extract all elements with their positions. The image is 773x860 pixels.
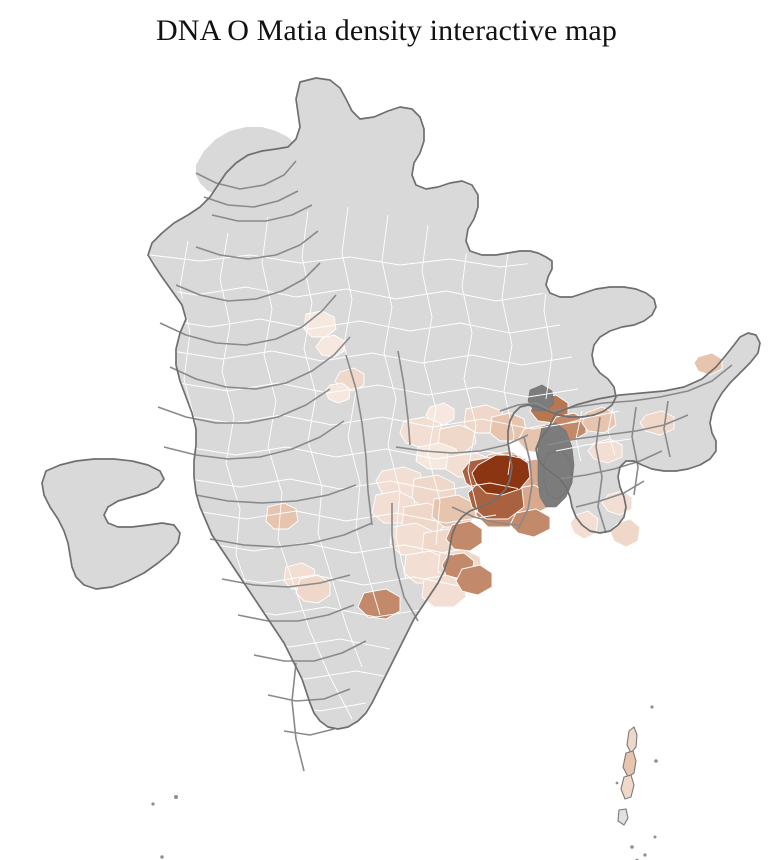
island-speck bbox=[650, 705, 654, 709]
island-speck bbox=[653, 835, 657, 839]
kashmir-shape bbox=[196, 127, 296, 195]
gujarat-shape bbox=[42, 459, 180, 589]
island-speck bbox=[630, 845, 634, 849]
india-choropleth-svg[interactable] bbox=[0, 55, 773, 860]
island-speck bbox=[151, 802, 155, 806]
lakshadweep-islands[interactable] bbox=[151, 795, 178, 859]
district-choro-level1[interactable] bbox=[570, 511, 598, 539]
island-middle-andaman[interactable] bbox=[622, 750, 637, 778]
island-little-andaman[interactable] bbox=[617, 808, 629, 826]
island-speck bbox=[174, 795, 178, 799]
island-south-andaman[interactable] bbox=[620, 774, 635, 800]
india-outline-path bbox=[148, 78, 656, 729]
state-borders bbox=[157, 160, 733, 772]
district-choro-level5[interactable] bbox=[510, 509, 550, 537]
landmass-base bbox=[42, 78, 760, 729]
northeast-shape bbox=[536, 333, 760, 533]
district-choro-level1[interactable] bbox=[694, 353, 722, 375]
district-choro-level1[interactable] bbox=[426, 403, 454, 425]
island-speck bbox=[160, 855, 164, 859]
district-choro-level5[interactable] bbox=[358, 589, 400, 619]
india-mainland-shape bbox=[148, 78, 656, 729]
andaman-nicobar-islands[interactable] bbox=[615, 705, 658, 860]
district-choro-level1[interactable] bbox=[266, 503, 298, 529]
map-canvas[interactable] bbox=[0, 55, 773, 860]
northeast-outline-path bbox=[536, 333, 760, 533]
island-speck bbox=[615, 781, 619, 785]
national-outline bbox=[42, 78, 760, 729]
district-choro-level5[interactable] bbox=[456, 565, 492, 595]
page-title: DNA O Matia density interactive map bbox=[156, 14, 617, 47]
island-speck bbox=[654, 759, 658, 763]
island-speck bbox=[643, 853, 647, 857]
district-choro-level1[interactable] bbox=[304, 311, 336, 337]
district-borders bbox=[146, 206, 670, 780]
dense-cluster-shape[interactable] bbox=[527, 384, 555, 412]
choropleth-layer[interactable] bbox=[266, 311, 722, 619]
island-north-andaman[interactable] bbox=[626, 726, 638, 754]
gujarat-outline-path bbox=[42, 459, 180, 589]
